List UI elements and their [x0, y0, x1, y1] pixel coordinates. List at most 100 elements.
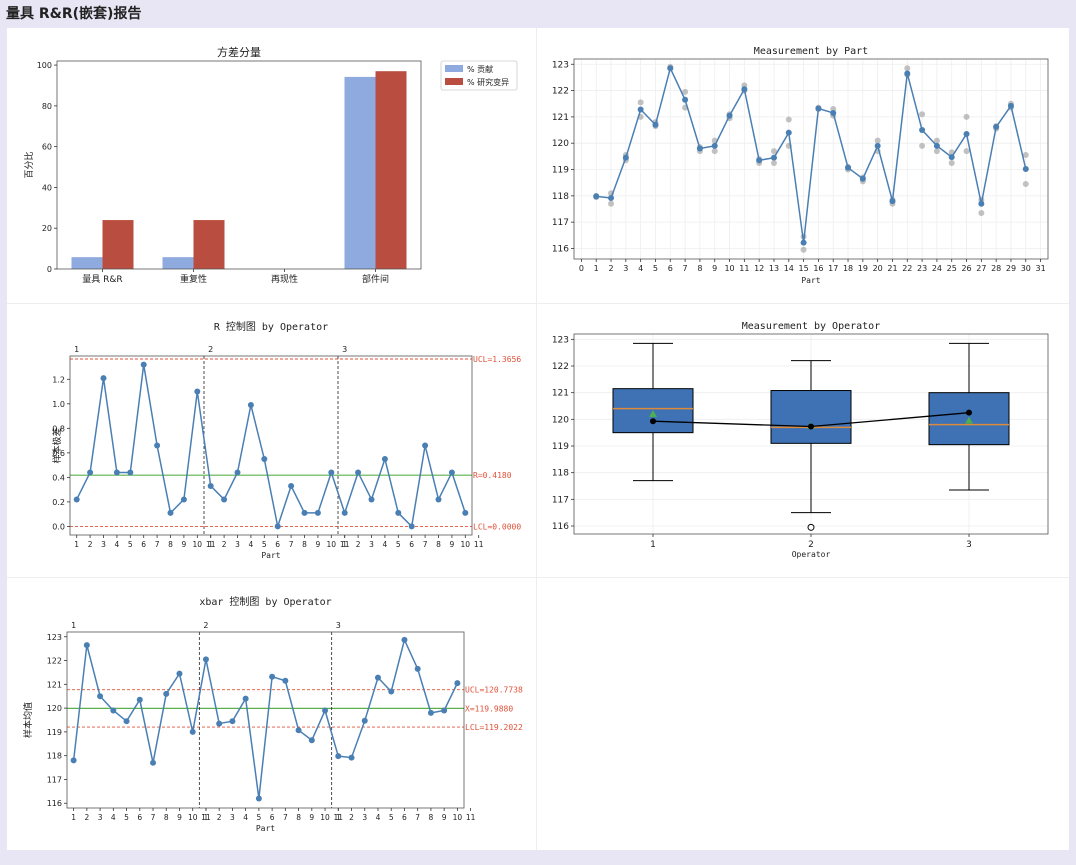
y-tick-label: 119 — [552, 166, 569, 176]
x-tick-label: 4 — [115, 540, 120, 549]
legend-label: % 贡献 — [467, 64, 493, 74]
mean-point — [1022, 166, 1029, 172]
individual-point — [933, 137, 940, 144]
individual-point — [682, 88, 689, 95]
mean-point — [637, 106, 644, 113]
y-tick-label: 40 — [42, 183, 52, 192]
individual-point — [904, 65, 911, 72]
y-tick-label: 117 — [552, 495, 569, 505]
x-tick-label: 10 — [320, 813, 330, 822]
x-tick-label: 2 — [88, 540, 93, 549]
x-tick-label: 1 — [204, 813, 209, 822]
chart-title: Measurement by Operator — [742, 321, 880, 332]
x-tick-label: 11 — [466, 813, 476, 822]
y-tick-label: 118 — [47, 752, 62, 761]
chart-title: xbar 控制图 by Operator — [199, 595, 331, 608]
y-tick-label: 121 — [552, 389, 569, 399]
x-tick-label: 3 — [966, 540, 972, 550]
x-tick-label: 1 — [74, 540, 79, 549]
y-axis-label: 百分比 — [23, 151, 35, 178]
ucl-label: UCL=1.3656 — [473, 355, 521, 364]
x-tick-label: 13 — [769, 264, 779, 273]
data-point — [261, 455, 268, 462]
chart-title: R 控制图 by Operator — [214, 320, 328, 333]
mean-point — [593, 193, 600, 200]
individual-point — [1022, 181, 1029, 187]
y-tick-label: 121 — [47, 680, 62, 689]
x-tick-label: 25 — [947, 264, 957, 273]
data-point — [234, 469, 241, 476]
x-tick-label: 8 — [436, 540, 441, 549]
data-point — [163, 690, 170, 697]
bar — [344, 76, 376, 269]
bar — [102, 220, 134, 269]
y-tick-label: 117 — [552, 218, 569, 228]
individual-point — [948, 159, 955, 166]
box — [770, 390, 852, 444]
x-tick-label: 6 — [137, 813, 142, 822]
x-tick-label: 30 — [1021, 264, 1031, 273]
mean-point — [933, 142, 940, 149]
data-point — [414, 665, 421, 672]
mean-point — [682, 96, 689, 103]
legend-swatch — [445, 65, 463, 72]
x-tick-label: 10 — [193, 540, 203, 549]
x-tick-label: 7 — [683, 264, 688, 273]
data-point — [274, 523, 281, 530]
x-tick-label: 7 — [151, 813, 156, 822]
x-tick-label: 1 — [336, 813, 341, 822]
divider — [536, 28, 537, 850]
x-tick-label: 10 — [461, 540, 471, 549]
x-tick-label: 7 — [423, 540, 428, 549]
x-tick-label: 4 — [638, 264, 643, 273]
y-tick-label: 0.8 — [52, 424, 65, 433]
x-tick-label: 7 — [415, 813, 420, 822]
series-line — [76, 364, 467, 530]
data-point — [110, 707, 117, 714]
x-tick-label: 17 — [828, 264, 838, 273]
x-tick-label: 9 — [450, 540, 455, 549]
x-tick-label: 5 — [256, 813, 261, 822]
mean-point — [919, 127, 926, 134]
x-tick-label: 9 — [442, 813, 447, 822]
x-tick-label: 3 — [235, 540, 240, 549]
data-point — [189, 728, 196, 735]
legend-label: % 研究变异 — [467, 77, 509, 87]
individual-point — [963, 148, 970, 155]
chart-title: Measurement by Part — [754, 46, 868, 57]
x-tick-label: 11 — [739, 264, 749, 273]
x-tick-label: 9 — [182, 540, 187, 549]
y-tick-label: 123 — [552, 60, 569, 70]
y-tick-label: 100 — [37, 61, 52, 70]
data-point — [97, 693, 104, 700]
bar — [193, 220, 225, 269]
x-tick-label: 14 — [784, 264, 794, 273]
x-tick-label: 10 — [327, 540, 337, 549]
mean-point — [622, 154, 629, 161]
center-label: X=119.9880 — [465, 704, 513, 713]
y-tick-label: 120 — [552, 139, 569, 149]
x-tick-label: 1 — [208, 540, 213, 549]
mean-point — [978, 200, 985, 207]
mean-point — [711, 142, 718, 149]
mean-point — [785, 129, 792, 136]
data-point — [180, 496, 187, 503]
y-tick-label: 120 — [552, 415, 569, 425]
mean-point — [859, 175, 866, 182]
mean-marker — [965, 416, 973, 424]
data-point — [348, 754, 355, 761]
x-tick-label: 11 — [474, 540, 484, 549]
x-axis-label: Part — [261, 551, 280, 560]
data-point — [202, 656, 209, 663]
y-axis-label: 样本均值 — [22, 702, 34, 738]
individual-point — [963, 113, 970, 120]
y-tick-label: 122 — [47, 657, 62, 666]
mean-point — [1007, 102, 1014, 109]
x-axis-label: Part — [801, 276, 820, 285]
individual-point — [770, 159, 777, 166]
mean-point — [741, 86, 748, 93]
mean-point — [726, 112, 733, 119]
x-tick-label: 2 — [349, 813, 354, 822]
x-tick-label: 3 — [623, 264, 628, 273]
